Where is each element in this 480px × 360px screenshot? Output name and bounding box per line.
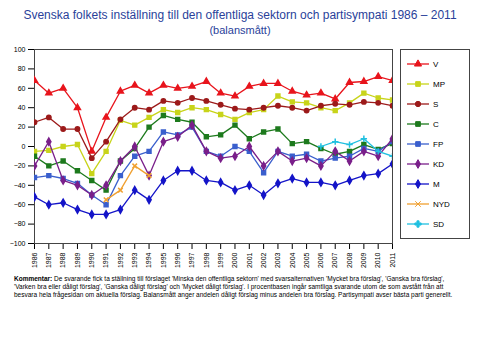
svg-text:60: 60 xyxy=(18,85,26,92)
svg-text:1993: 1993 xyxy=(131,252,138,268)
svg-text:−80: −80 xyxy=(14,220,26,227)
svg-text:1996: 1996 xyxy=(174,252,181,268)
svg-text:−60: −60 xyxy=(14,201,26,208)
svg-text:1998: 1998 xyxy=(203,252,210,268)
svg-text:1994: 1994 xyxy=(145,252,152,268)
svg-text:2004: 2004 xyxy=(289,252,296,268)
html-text:Svenska folkets inställning ti: Svenska folkets inställning till den off… xyxy=(23,8,457,22)
html-text:MP: MP xyxy=(433,79,445,89)
svg-text:2007: 2007 xyxy=(331,252,338,268)
svg-text:2009: 2009 xyxy=(360,252,367,268)
html-text:NYD: NYD xyxy=(433,199,450,209)
html-text:FP: FP xyxy=(433,139,444,149)
svg-text:80: 80 xyxy=(18,65,26,72)
svg-text:1986: 1986 xyxy=(31,252,38,268)
svg-text:2002: 2002 xyxy=(260,252,267,268)
svg-text:2001: 2001 xyxy=(246,252,253,268)
html-text:SD: SD xyxy=(433,219,445,229)
svg-text:1995: 1995 xyxy=(160,252,167,268)
html-text:S: S xyxy=(433,99,439,109)
svg-text:2008: 2008 xyxy=(346,252,353,268)
svg-text:2003: 2003 xyxy=(274,252,281,268)
html-text:V: V xyxy=(433,59,439,69)
svg-text:−40: −40 xyxy=(14,182,26,189)
svg-text:2000: 2000 xyxy=(231,252,238,268)
svg-text:1997: 1997 xyxy=(188,252,195,268)
html-text:KD: KD xyxy=(433,159,445,169)
svg-text:2010: 2010 xyxy=(374,252,381,268)
svg-text:40: 40 xyxy=(18,104,26,111)
html-text:M: M xyxy=(433,179,440,189)
svg-text:100: 100 xyxy=(14,46,26,53)
svg-text:−100: −100 xyxy=(10,240,26,247)
svg-text:1990: 1990 xyxy=(88,252,95,268)
svg-text:1992: 1992 xyxy=(117,252,124,268)
svg-text:2005: 2005 xyxy=(303,252,310,268)
svg-text:1999: 1999 xyxy=(217,252,224,268)
svg-text:1988: 1988 xyxy=(59,252,66,268)
html-text:Kommentar: De svarande fick ta: Kommentar: De svarande fick ta ställning… xyxy=(14,275,453,298)
svg-text:2011: 2011 xyxy=(389,252,396,267)
svg-text:1989: 1989 xyxy=(74,252,81,268)
svg-text:0: 0 xyxy=(22,143,26,150)
svg-text:1991: 1991 xyxy=(102,252,109,268)
html-text:(balansmått): (balansmått) xyxy=(209,24,271,36)
svg-text:−20: −20 xyxy=(14,162,26,169)
svg-text:2006: 2006 xyxy=(317,252,324,268)
svg-text:20: 20 xyxy=(18,123,26,130)
html-text:C: C xyxy=(433,119,439,129)
svg-text:1987: 1987 xyxy=(45,252,52,268)
